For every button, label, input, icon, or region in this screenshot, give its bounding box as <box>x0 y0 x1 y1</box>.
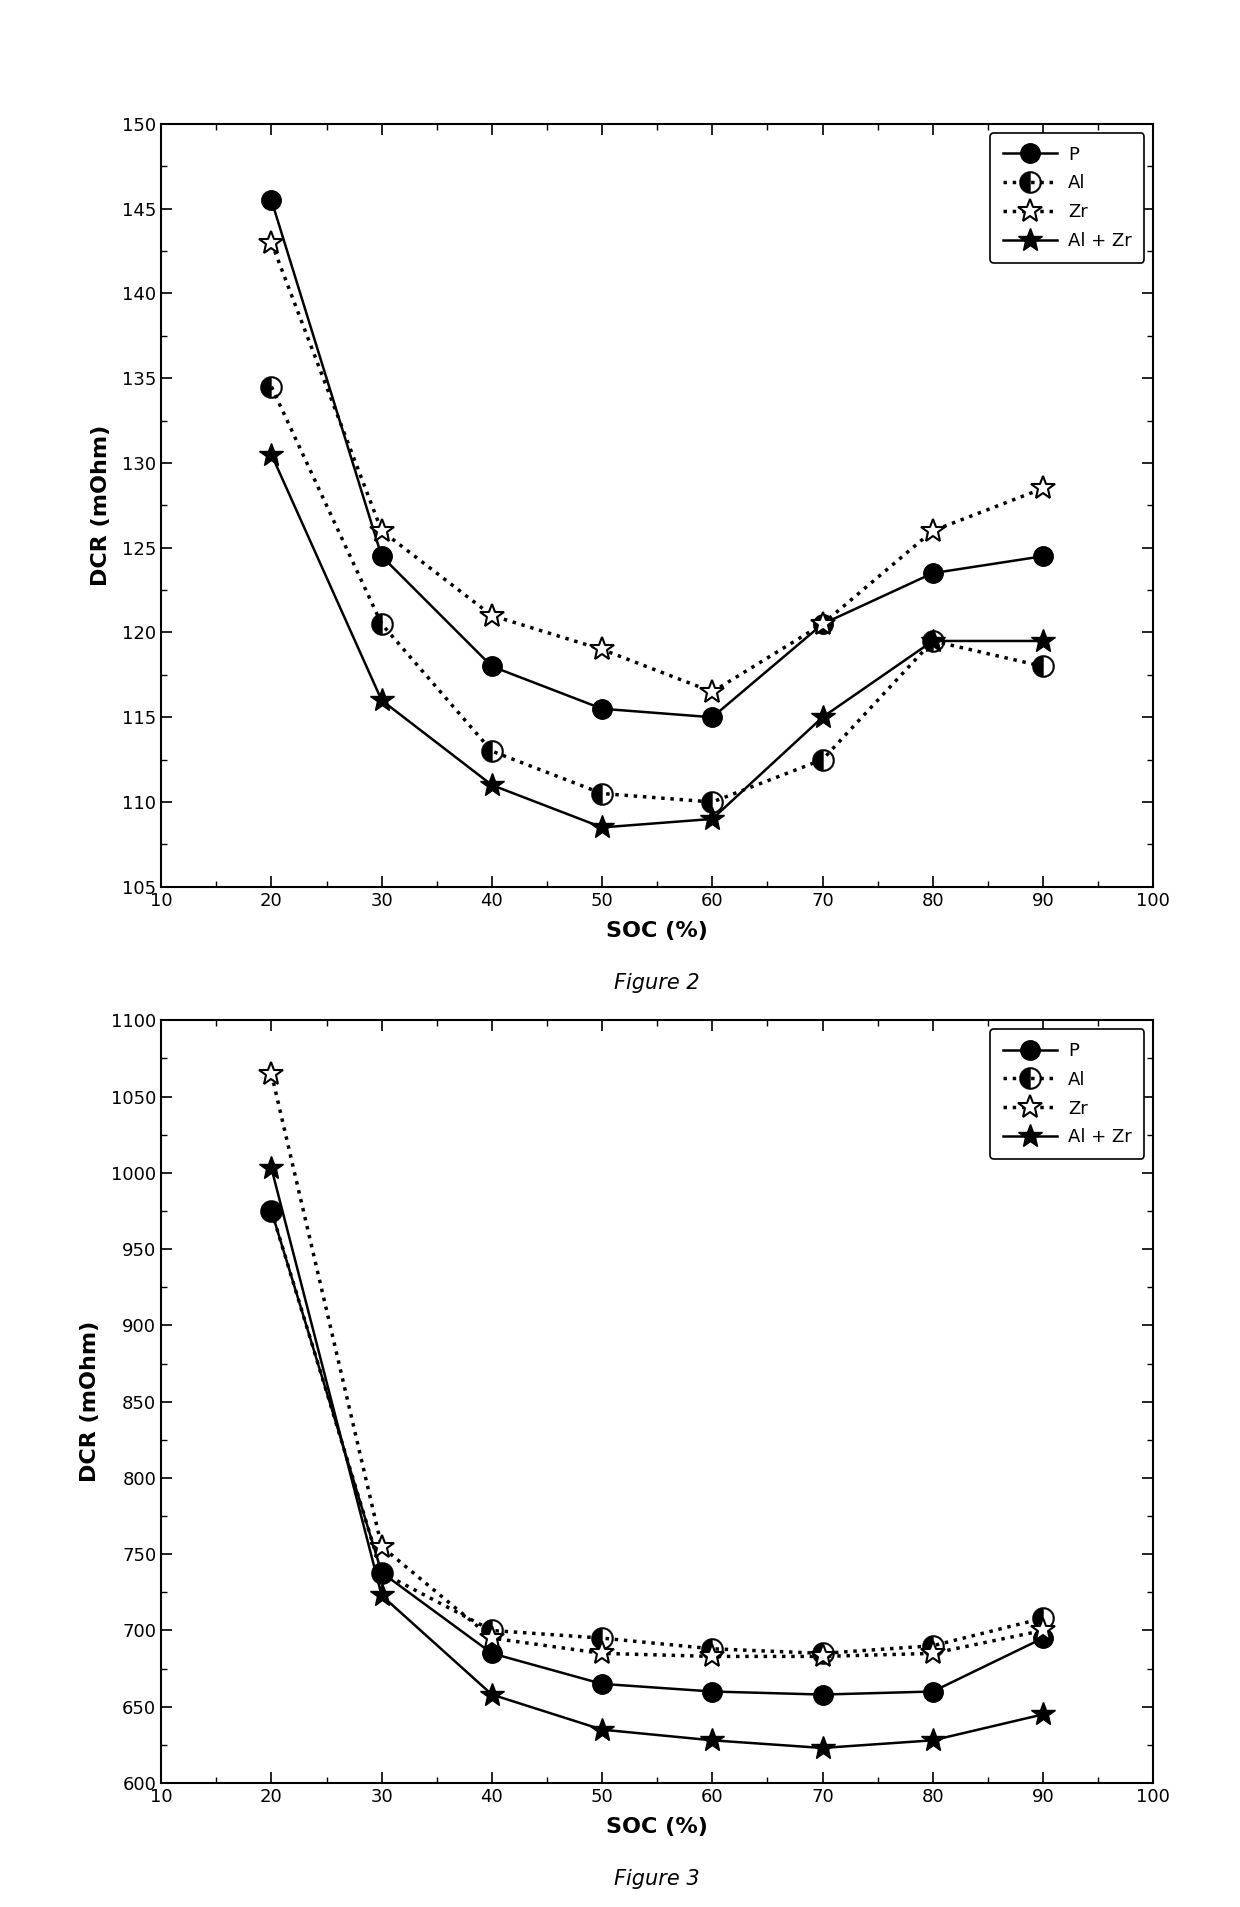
Legend: P, Al, Zr, Al + Zr: P, Al, Zr, Al + Zr <box>991 133 1145 263</box>
Y-axis label: DCR (mOhm): DCR (mOhm) <box>91 425 110 585</box>
Al + Zr <box>264 1158 279 1180</box>
P <box>485 1642 500 1665</box>
P <box>925 1680 940 1703</box>
P <box>264 1200 279 1222</box>
Zr <box>485 1627 500 1650</box>
Al <box>925 1634 940 1657</box>
P <box>595 1672 610 1695</box>
Al + Zr <box>704 807 719 830</box>
Al + Zr <box>264 442 279 465</box>
Al <box>264 1200 279 1222</box>
Al + Zr <box>1035 629 1050 652</box>
Al <box>925 629 940 652</box>
Zr <box>704 681 719 704</box>
Zr <box>264 1062 279 1085</box>
Zr <box>374 1535 389 1558</box>
P <box>815 1684 830 1707</box>
Al + Zr <box>815 1737 830 1760</box>
Al + Zr <box>925 629 940 652</box>
P <box>704 706 719 728</box>
Text: Figure 2: Figure 2 <box>614 973 701 992</box>
Al + Zr <box>485 1684 500 1707</box>
Zr <box>704 1646 719 1669</box>
Line: Al + Zr: Al + Zr <box>259 1156 1055 1760</box>
X-axis label: SOC (%): SOC (%) <box>606 1817 708 1836</box>
Y-axis label: DCR (mOhm): DCR (mOhm) <box>79 1322 100 1482</box>
Al <box>485 740 500 763</box>
Al + Zr <box>1035 1703 1050 1726</box>
Zr <box>815 1646 830 1669</box>
P <box>264 189 279 212</box>
P <box>595 698 610 721</box>
Al + Zr <box>815 706 830 728</box>
P <box>374 545 389 568</box>
Al <box>595 1627 610 1650</box>
P <box>1035 1627 1050 1650</box>
Zr <box>595 1642 610 1665</box>
X-axis label: SOC (%): SOC (%) <box>606 921 708 940</box>
Text: Figure 3: Figure 3 <box>614 1869 701 1888</box>
Al + Zr <box>925 1730 940 1753</box>
P <box>374 1562 389 1585</box>
Line: P: P <box>262 1201 1053 1705</box>
Zr <box>815 612 830 635</box>
Al <box>704 1638 719 1661</box>
Line: Al + Zr: Al + Zr <box>259 442 1055 839</box>
Al <box>374 1562 389 1585</box>
Zr <box>264 231 279 254</box>
Al <box>815 748 830 770</box>
Line: Al: Al <box>260 1200 1054 1665</box>
Zr <box>595 639 610 662</box>
Zr <box>1035 477 1050 500</box>
Zr <box>925 1642 940 1665</box>
Al <box>704 791 719 814</box>
Line: Al: Al <box>260 376 1054 812</box>
P <box>925 563 940 585</box>
P <box>815 612 830 635</box>
Zr <box>374 519 389 542</box>
Al + Zr <box>374 1585 389 1608</box>
P <box>1035 545 1050 568</box>
Al + Zr <box>595 1718 610 1741</box>
P <box>704 1680 719 1703</box>
Line: P: P <box>262 191 1053 727</box>
Zr <box>1035 1619 1050 1642</box>
Al <box>374 612 389 635</box>
Line: Zr: Zr <box>259 231 1055 704</box>
Al <box>264 376 279 399</box>
Legend: P, Al, Zr, Al + Zr: P, Al, Zr, Al + Zr <box>991 1030 1145 1159</box>
Zr <box>925 519 940 542</box>
Zr <box>485 605 500 627</box>
Al + Zr <box>374 688 389 711</box>
Al <box>1035 654 1050 677</box>
Line: Zr: Zr <box>259 1060 1055 1669</box>
Al + Zr <box>595 816 610 839</box>
Al <box>815 1642 830 1665</box>
P <box>485 654 500 677</box>
Al + Zr <box>485 774 500 797</box>
Al + Zr <box>704 1730 719 1753</box>
Al <box>485 1619 500 1642</box>
Al <box>1035 1608 1050 1630</box>
Al <box>595 782 610 805</box>
